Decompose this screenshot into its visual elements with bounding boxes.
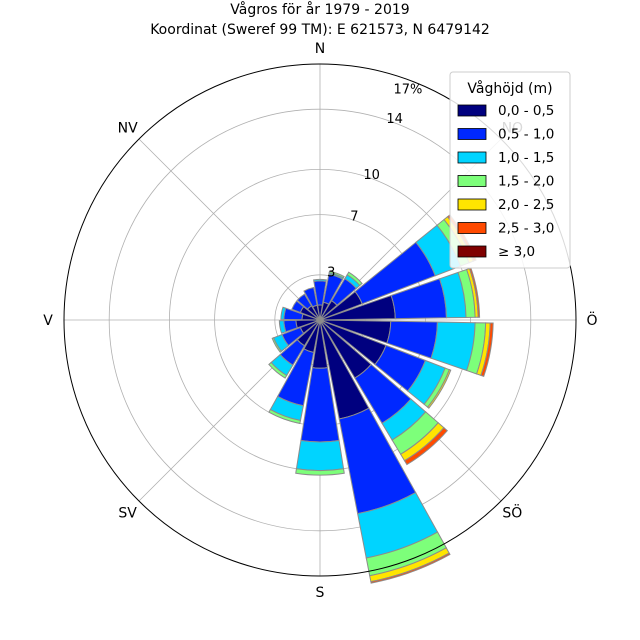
chart-subtitle: Koordinat (Sweref 99 TM): E 621573, N 64…: [150, 22, 490, 38]
legend-swatch: [457, 151, 487, 164]
legend-label: 1,5 - 2,0: [498, 174, 554, 190]
rose-bar-segment: [291, 300, 305, 314]
rose-sector: [319, 319, 494, 378]
chart-title: Vågros för år 1979 - 2019: [230, 1, 409, 18]
direction-label: V: [43, 313, 53, 329]
radial-tick-label: 14: [386, 112, 403, 127]
rose-bar-segment: [328, 270, 345, 279]
rose-sector: [319, 319, 451, 584]
rose-sector: [268, 319, 321, 425]
rose-sector: [291, 300, 321, 321]
outer-circle: [63, 63, 577, 577]
direction-label: S: [316, 585, 325, 601]
rose-bar-segment: [403, 426, 448, 466]
radial-tick-label: 7: [350, 210, 358, 225]
rose-bar-segment: [295, 439, 345, 472]
direction-label: N: [315, 41, 325, 57]
rose-sector: [278, 319, 321, 334]
polar-grid: [64, 64, 576, 576]
rose-bar-segment: [278, 320, 287, 334]
legend-entry: 0,5 - 1,0: [457, 127, 554, 143]
rose-sector: [319, 319, 452, 409]
legend-label: 0,0 - 0,5: [498, 103, 554, 119]
legend-entry: 0,0 - 0,5: [457, 103, 554, 119]
legend-entry: 2,0 - 2,5: [457, 197, 554, 213]
legend-entry: 1,0 - 1,5: [457, 150, 554, 166]
rose-sector: [319, 319, 448, 466]
rose-sector: [296, 293, 321, 321]
rose-bar-segment: [295, 468, 345, 476]
rose-bar-segment: [370, 552, 451, 584]
direction-label: SÖ: [502, 503, 522, 521]
direction-label: SV: [118, 505, 137, 521]
polar-axis: [63, 63, 577, 577]
grid-spoke: [138, 138, 321, 321]
rose-bar-segment: [303, 286, 318, 308]
legend-swatch: [457, 222, 487, 234]
rose-sector: [319, 271, 363, 321]
rose-bar-segment: [346, 271, 363, 287]
rose-bar-segment: [480, 322, 494, 378]
legend-swatch: [457, 175, 487, 187]
legend-entry: 2,5 - 3,0: [457, 221, 554, 237]
direction-label: NV: [118, 121, 138, 137]
rose-bar-segment: [271, 337, 283, 353]
legend: Våghöjd (m) 0,0 - 0,5 0,5 - 1,0 1,0 - 1,5 1,…: [449, 71, 571, 269]
legend-title: Våghöjd (m): [467, 80, 552, 97]
legend-swatch: [457, 104, 487, 117]
rose-bars: [268, 214, 494, 584]
rose-bar-segment: [296, 293, 313, 310]
legend-label: 2,5 - 3,0: [498, 221, 554, 237]
radial-max-label: 17%: [394, 82, 423, 97]
rose-sector: [295, 319, 345, 476]
rose-sector: [313, 278, 327, 321]
legend-swatch: [457, 245, 487, 258]
radial-tick-label: 3: [327, 265, 335, 280]
rose-sector: [303, 286, 321, 321]
rose-bar-segment: [268, 408, 302, 425]
legend-label: 0,5 - 1,0: [498, 127, 554, 143]
rose-bar-segment: [468, 267, 481, 318]
legend-label: 1,0 - 1,5: [498, 150, 554, 166]
rose-bar-segment: [268, 361, 288, 379]
direction-label: Ö: [586, 311, 597, 329]
rose-bar-segment: [426, 369, 452, 409]
rose-bar-segment: [280, 306, 287, 320]
legend-box: [449, 71, 571, 269]
rose-sector: [268, 319, 321, 379]
legend-entry: 1,5 - 2,0: [457, 174, 554, 190]
legend-label: 2,0 - 2,5: [498, 197, 554, 213]
legend-swatch: [457, 198, 487, 211]
legend-entry: ≥ 3,0: [457, 244, 535, 260]
radial-tick-label: 10: [363, 168, 380, 183]
rose-sector: [271, 319, 321, 353]
rose-sector: [319, 267, 481, 321]
legend-label: ≥ 3,0: [498, 244, 535, 260]
rose-bar-segment: [313, 278, 327, 282]
legend-swatch: [457, 128, 487, 140]
